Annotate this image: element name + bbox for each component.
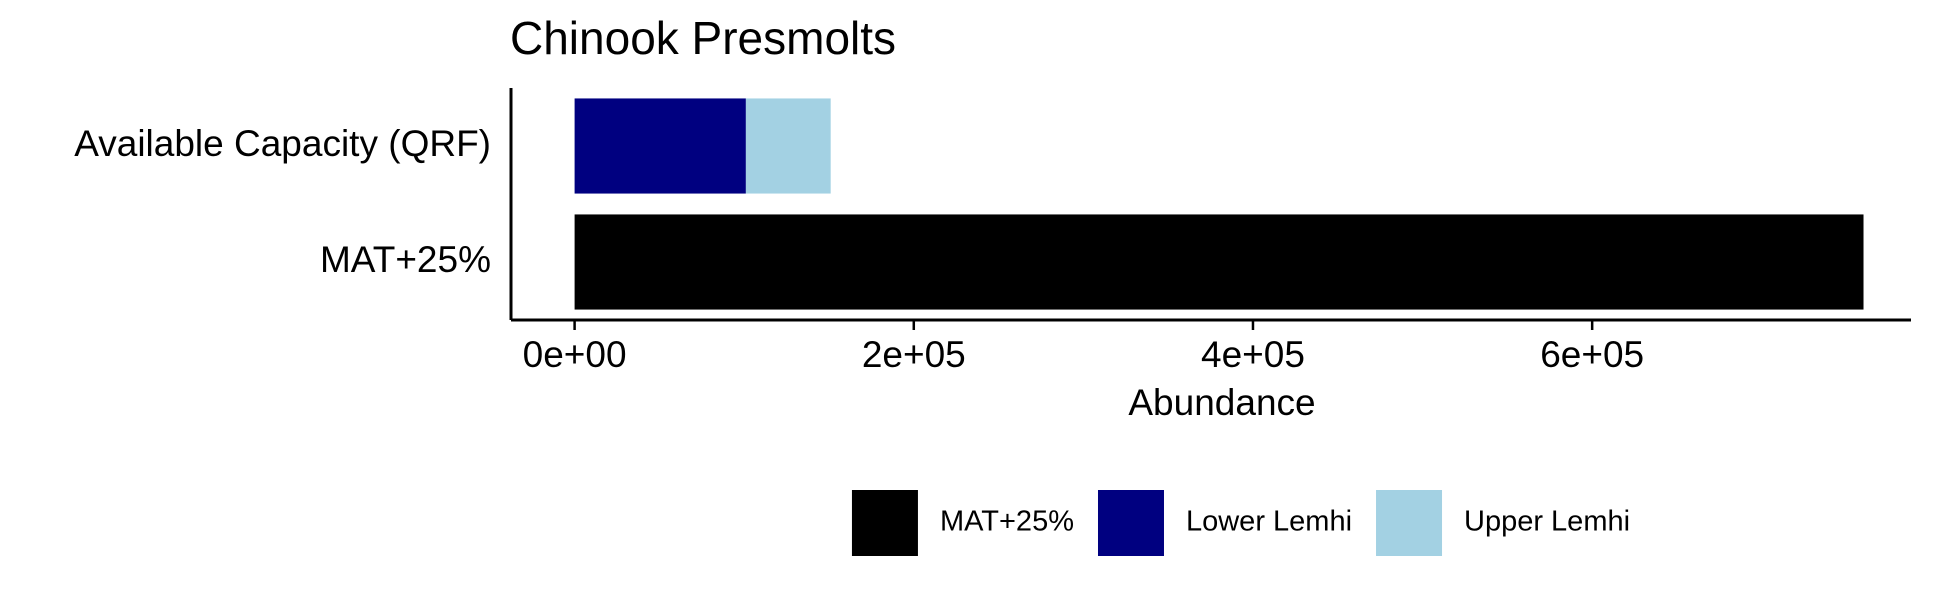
- x-tick-label-1: 2e+05: [862, 334, 966, 375]
- legend-key-0: [851, 490, 918, 556]
- legend-label-1: Lower Lemhi: [1186, 506, 1352, 538]
- x-axis-label: Abundance: [1128, 382, 1315, 423]
- bar-0-2: [745, 98, 831, 194]
- y-tick-label-1: MAT+25%: [320, 239, 491, 280]
- x-tick-labels: 0e+00 2e+05 4e+05 6e+05: [523, 320, 1644, 375]
- chart-title: Chinook Presmolts: [510, 12, 896, 64]
- y-tick-labels: Available Capacity (QRF) MAT+25%: [74, 123, 491, 280]
- bars-layer: [574, 98, 1864, 310]
- legend-key-1: [1097, 490, 1164, 556]
- legend: MAT+25% Lower Lemhi Upper Lemhi: [851, 490, 1630, 556]
- legend-label-0: MAT+25%: [940, 506, 1074, 538]
- x-tick-label-0: 0e+00: [523, 334, 627, 375]
- x-tick-label-3: 6e+05: [1540, 334, 1644, 375]
- bar-0-1: [574, 98, 746, 194]
- legend-key-2: [1376, 490, 1443, 556]
- x-tick-label-2: 4e+05: [1201, 334, 1305, 375]
- legend-label-2: Upper Lemhi: [1464, 506, 1630, 538]
- y-tick-label-0: Available Capacity (QRF): [74, 123, 491, 164]
- bar-1-0: [574, 214, 1864, 310]
